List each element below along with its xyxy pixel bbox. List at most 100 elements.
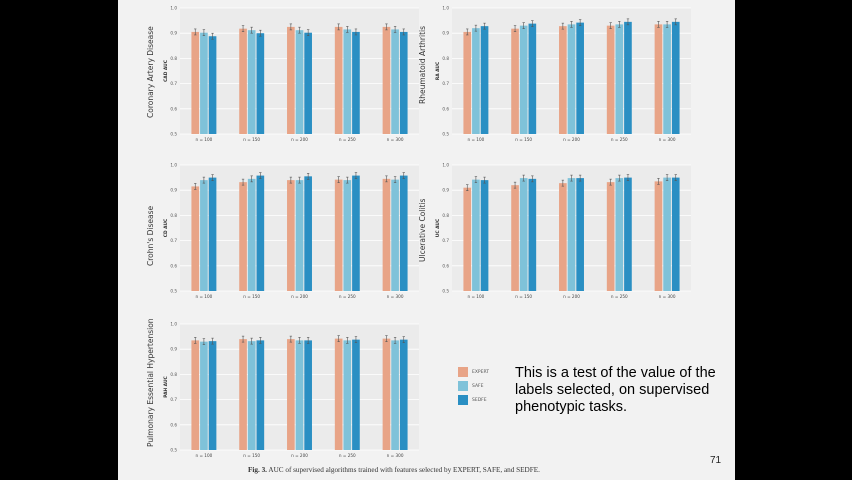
bar-sedfe [399, 175, 408, 291]
bar-sedfe [624, 177, 632, 291]
bar-expert [334, 26, 343, 134]
bar-sedfe [352, 175, 360, 291]
row-label-cad: Coronary Artery Disease [146, 26, 155, 118]
bar-sedfe [352, 31, 360, 134]
chart-panel-pah: 0.5 0.6 0.7 0.8 0.9 1.0 PAH AUC n = 100 n = 150 n… [158, 322, 421, 462]
bar-expert [239, 28, 247, 134]
bar-expert [382, 26, 391, 134]
bar-sedfe [399, 339, 408, 450]
x-tick-label: n = 250 [339, 294, 356, 299]
bar-expert [334, 179, 343, 291]
bar-safe [343, 29, 352, 135]
bar-sedfe [480, 26, 489, 135]
bar-sedfe [480, 180, 489, 291]
bar-safe [663, 24, 671, 135]
bar-expert [559, 183, 567, 291]
bar-safe [615, 178, 624, 291]
slide-note: This is a test of the value of the label… [515, 365, 716, 415]
bar-expert [239, 339, 247, 450]
y-tick-label: 1.0 [442, 163, 449, 168]
bar-expert [463, 187, 472, 291]
x-tick-label: n = 100 [195, 137, 212, 142]
bar-sedfe [256, 175, 265, 291]
bar-safe [519, 25, 528, 134]
bar-expert [511, 28, 519, 134]
y-tick-label: 0.8 [442, 56, 449, 61]
page-number: 71 [710, 455, 722, 466]
y-tick-label: 0.7 [170, 238, 177, 243]
y-tick-label: 0.9 [170, 188, 177, 193]
bar-safe [247, 30, 256, 134]
bar-sedfe [304, 32, 312, 134]
bar-safe [247, 341, 256, 450]
y-tick-label: 0.6 [170, 106, 177, 111]
x-tick-label: n = 250 [611, 137, 628, 142]
x-tick-label: n = 250 [611, 294, 628, 299]
bar-sedfe [352, 339, 360, 450]
bar-safe [615, 24, 624, 135]
bar-sedfe [208, 36, 217, 134]
bar-safe [472, 28, 480, 134]
row-label-pah: Pulmonary Essential Hypertension [146, 318, 155, 447]
y-tick-label: 0.9 [170, 347, 177, 352]
x-tick-label: n = 200 [291, 294, 308, 299]
row-label-uc: Ulcerative Colitis [418, 198, 427, 262]
y-tick-label: 0.9 [170, 31, 177, 36]
y-tick-label: 0.6 [170, 422, 177, 427]
bar-expert [191, 186, 200, 291]
bar-expert [334, 338, 343, 450]
bar-expert [287, 339, 295, 450]
chart-svg: 0.5 0.6 0.7 0.8 0.9 1.0 PAH AUC n = 100 n = 150 n… [163, 322, 419, 458]
x-tick-label: n = 100 [467, 137, 484, 142]
bar-expert [382, 178, 391, 291]
bar-safe [567, 24, 576, 135]
y-tick-label: 0.6 [170, 263, 177, 268]
chart-svg: 0.5 0.6 0.7 0.8 0.9 1.0 RA AUC n = 100 n = 150 n … [435, 6, 691, 142]
legend-swatch-sedfe [458, 395, 468, 405]
y-tick-label: 0.5 [442, 289, 449, 294]
bar-sedfe [576, 178, 584, 291]
bar-expert [606, 25, 615, 134]
bar-sedfe [528, 178, 537, 291]
legend-swatch-safe [458, 381, 468, 391]
bar-safe [295, 340, 304, 450]
y-tick-label: 0.5 [170, 132, 177, 137]
x-tick-label: n = 300 [659, 137, 676, 142]
bar-expert [191, 31, 200, 134]
y-tick-label: 0.5 [442, 132, 449, 137]
y-axis-label: PAH AUC [163, 376, 169, 397]
bar-expert [511, 185, 519, 291]
y-tick-label: 0.7 [170, 81, 177, 86]
y-tick-label: 0.7 [442, 81, 449, 86]
bar-safe [519, 178, 528, 291]
chart-panel-cd: 0.5 0.6 0.7 0.8 0.9 1.0 CD AUC n = 100 n = 150 n … [158, 163, 421, 303]
chart-panel-uc: 0.5 0.6 0.7 0.8 0.9 1.0 UC AUC n = 100 n = 150 n … [430, 163, 693, 303]
y-tick-label: 0.6 [442, 106, 449, 111]
bar-safe [200, 341, 208, 450]
x-tick-label: n = 300 [659, 294, 676, 299]
bar-expert [239, 182, 247, 291]
y-axis-label: CAD AUC [163, 60, 169, 82]
x-tick-label: n = 250 [339, 453, 356, 458]
bar-sedfe [208, 177, 217, 291]
y-tick-label: 0.8 [170, 213, 177, 218]
bar-sedfe [576, 22, 584, 135]
chart-svg: 0.5 0.6 0.7 0.8 0.9 1.0 CAD AUC n = 100 n = 150 n… [163, 6, 419, 142]
bar-expert [654, 24, 663, 135]
bar-expert [463, 31, 472, 134]
x-tick-label: n = 200 [563, 137, 580, 142]
row-label-cd: Crohn's Disease [146, 205, 155, 266]
bar-sedfe [304, 340, 312, 450]
legend-label-sedfe: SEDFE [472, 397, 487, 403]
x-tick-label: n = 100 [195, 453, 212, 458]
figure-caption: Fig. 3. AUC of supervised algorithms tra… [248, 466, 540, 474]
bar-safe [295, 30, 304, 134]
bar-expert [382, 338, 391, 450]
bar-expert [654, 181, 663, 291]
bar-sedfe [671, 21, 680, 134]
bar-expert [559, 26, 567, 135]
x-tick-label: n = 100 [195, 294, 212, 299]
y-axis-label: CD AUC [163, 219, 169, 237]
bar-safe [391, 179, 399, 291]
bar-sedfe [256, 33, 265, 135]
